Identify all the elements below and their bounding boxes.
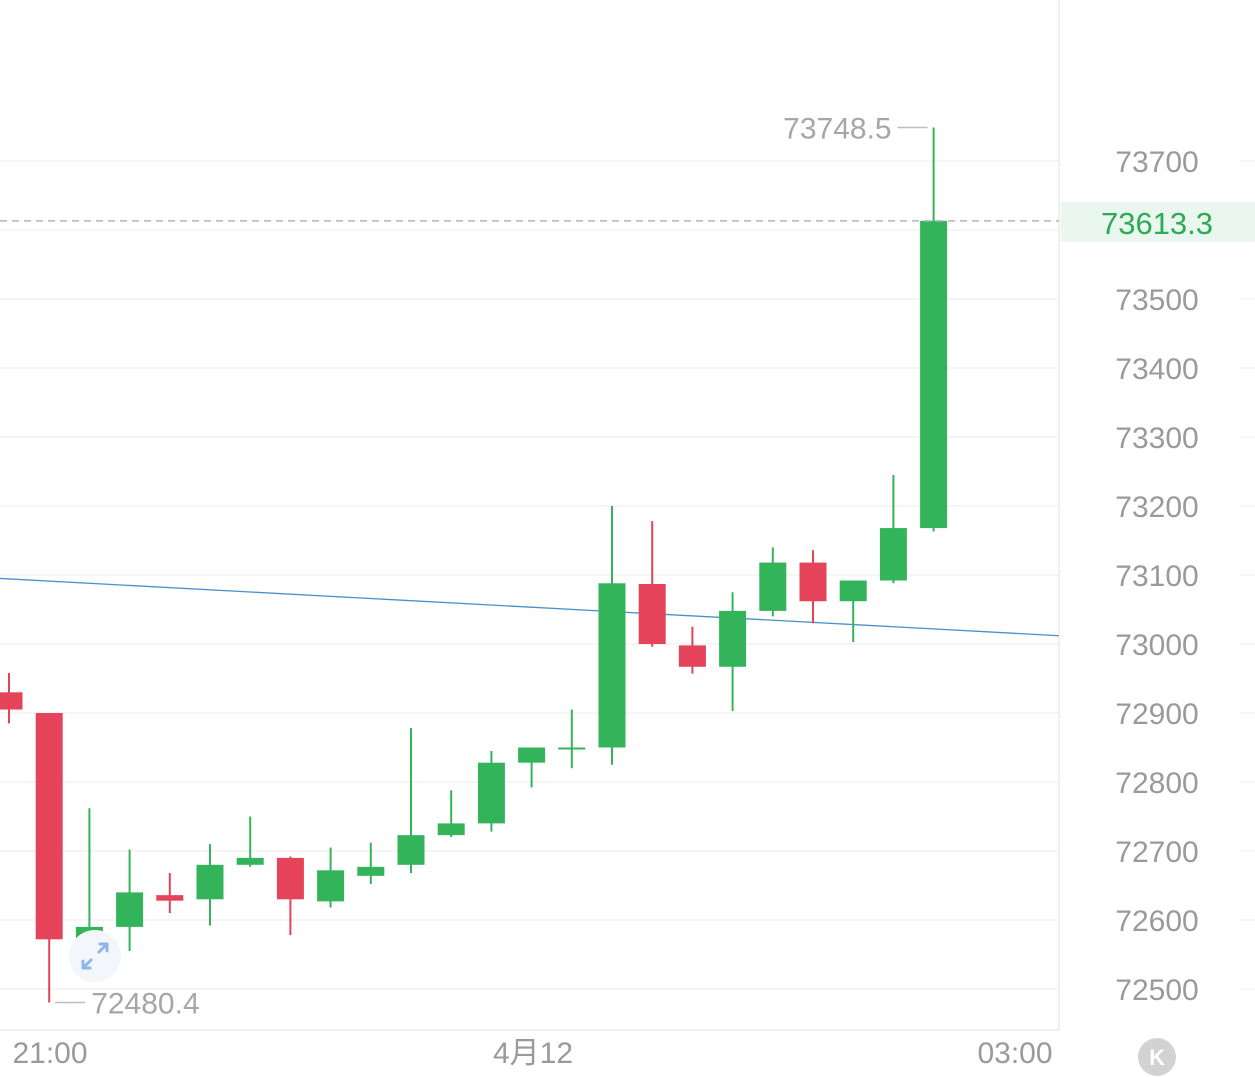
- price-axis-label: 72500: [1115, 974, 1198, 1007]
- candle-body: [518, 747, 546, 763]
- candle-body: [116, 892, 144, 927]
- gridlines: [0, 160, 1255, 990]
- candle[interactable]: [477, 750, 505, 832]
- candle[interactable]: [678, 626, 706, 674]
- last-price-label: 73613.3: [1101, 206, 1213, 241]
- candle[interactable]: [598, 506, 626, 765]
- candles: [0, 127, 948, 1003]
- candle[interactable]: [920, 127, 948, 532]
- time-axis-label: 21:00: [12, 1037, 87, 1070]
- candle-body: [196, 864, 224, 900]
- candle[interactable]: [317, 847, 345, 908]
- candle[interactable]: [558, 709, 586, 769]
- candle[interactable]: [719, 592, 747, 711]
- candle[interactable]: [437, 790, 465, 838]
- candle-body: [276, 857, 304, 900]
- candle-body: [638, 583, 666, 644]
- candle-body: [35, 713, 63, 940]
- price-axis-label: 72700: [1115, 836, 1198, 869]
- price-axis-label: 73700: [1115, 146, 1198, 179]
- price-axis[interactable]: 73700 73500 73400 73300 73200 73100 73000 72900…: [1115, 146, 1198, 1007]
- time-axis[interactable]: 21:00 4月12 03:00: [12, 1037, 1052, 1070]
- trend-line[interactable]: [0, 577, 1060, 637]
- last-price-marker: 73613.3: [0, 201, 1255, 242]
- candle-body: [317, 870, 345, 902]
- candle[interactable]: [156, 873, 184, 914]
- candle[interactable]: [116, 849, 144, 952]
- candle[interactable]: [0, 672, 23, 724]
- candle-body: [437, 823, 465, 836]
- candle-body: [477, 762, 505, 824]
- candle[interactable]: [276, 856, 304, 936]
- candle[interactable]: [35, 713, 63, 1003]
- candle-body: [156, 895, 184, 901]
- candle[interactable]: [75, 808, 103, 949]
- candle-body: [357, 866, 385, 876]
- expand-arrows-icon[interactable]: [69, 930, 121, 982]
- last-price-badge: [1061, 201, 1255, 242]
- axis-frame: [0, 0, 1060, 1031]
- candle-body: [678, 645, 706, 667]
- time-axis-label: 4月12: [493, 1037, 573, 1070]
- candle-body: [0, 692, 23, 710]
- candle-body: [558, 747, 586, 750]
- candle-body: [920, 220, 948, 529]
- price-axis-label: 72900: [1115, 698, 1198, 731]
- price-axis-label: 72600: [1115, 905, 1198, 938]
- extreme-markers: 73748.5 72480.4: [55, 113, 928, 1021]
- candle[interactable]: [196, 844, 224, 926]
- price-axis-label: 73300: [1115, 422, 1198, 455]
- price-axis-label: 73400: [1115, 353, 1198, 386]
- candle-body: [397, 835, 425, 865]
- price-axis-label: 73100: [1115, 560, 1198, 593]
- candle[interactable]: [357, 842, 385, 885]
- candle-body: [839, 580, 867, 602]
- k-icon-glyph: K: [1149, 1045, 1165, 1070]
- trend-line-layer: [0, 577, 1060, 637]
- time-axis-label: 03:00: [977, 1037, 1052, 1070]
- candle[interactable]: [879, 474, 907, 584]
- price-axis-label: 73500: [1115, 284, 1198, 317]
- candle[interactable]: [839, 580, 867, 642]
- k-icon[interactable]: K: [1138, 1038, 1176, 1076]
- candle-body: [799, 562, 827, 602]
- candle[interactable]: [638, 521, 666, 647]
- candle-body: [719, 610, 747, 667]
- price-axis-label: 73000: [1115, 629, 1198, 662]
- high-price-label: 73748.5: [783, 113, 891, 146]
- candle[interactable]: [799, 550, 827, 624]
- price-axis-label: 73200: [1115, 491, 1198, 524]
- candle[interactable]: [236, 816, 264, 867]
- low-price-label: 72480.4: [91, 988, 199, 1021]
- candle[interactable]: [759, 547, 787, 617]
- candle-body: [879, 528, 907, 581]
- price-axis-label: 72800: [1115, 767, 1198, 800]
- candle[interactable]: [518, 747, 546, 788]
- candle-body: [759, 562, 787, 611]
- candle[interactable]: [397, 728, 425, 874]
- candle-body: [236, 857, 264, 865]
- candle-body: [598, 583, 626, 748]
